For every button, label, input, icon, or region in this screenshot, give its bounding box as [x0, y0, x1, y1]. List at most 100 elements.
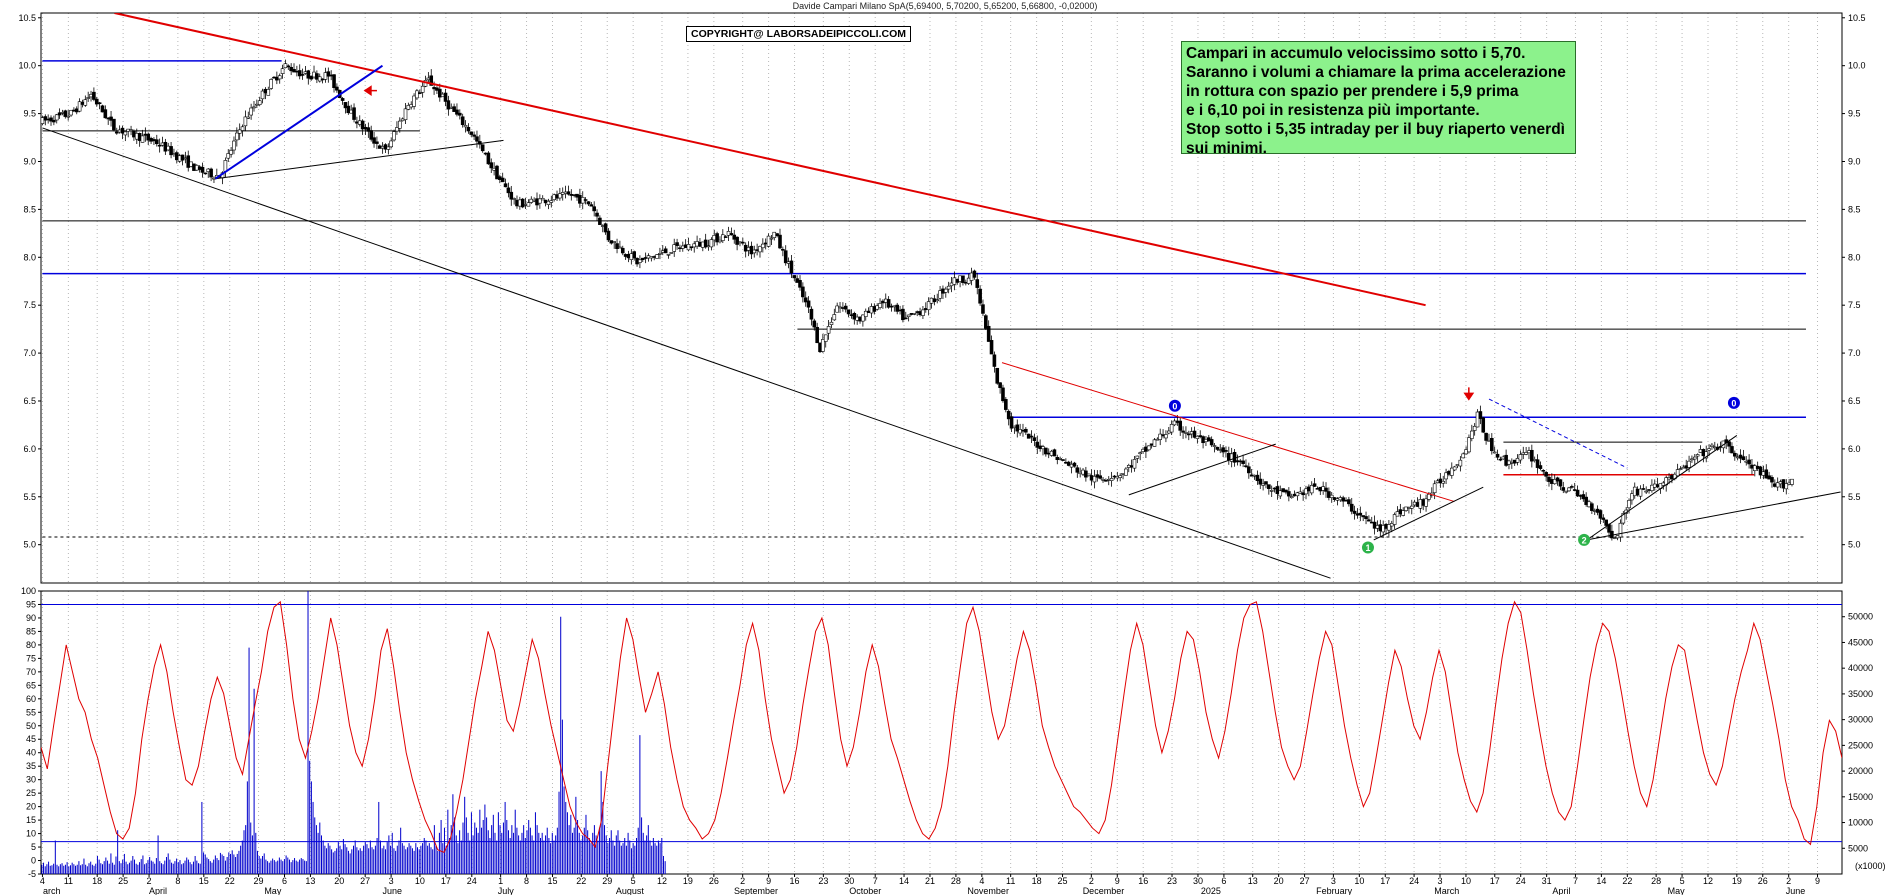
candle-body [1387, 524, 1391, 531]
candle-body [1470, 430, 1474, 439]
chart-frame [40, 12, 1843, 875]
x-tick-label: 10 [415, 876, 425, 886]
x-tick-label: 28 [951, 876, 961, 886]
candle-body [1215, 446, 1220, 450]
candle-body [392, 131, 396, 141]
candle-body [1632, 486, 1637, 497]
candle-body [546, 200, 551, 205]
marker-circle [1168, 399, 1181, 412]
candle-body [1244, 465, 1248, 468]
candle-body [506, 187, 511, 194]
candle-body [1141, 448, 1145, 452]
candle-body [1229, 453, 1234, 462]
candle-body [1161, 434, 1165, 437]
candle-body [235, 132, 239, 141]
month-label: November [967, 886, 1009, 895]
candle-body [1021, 429, 1025, 432]
candle-body [1741, 456, 1746, 461]
candle-body [389, 140, 394, 148]
candle-body [1235, 460, 1240, 463]
candle-body [1733, 452, 1737, 457]
candle-body [1164, 434, 1168, 439]
candle-body [1172, 420, 1177, 426]
candle-body [146, 133, 151, 141]
candle-body [1432, 483, 1437, 494]
y-tick-label: 40000 [1848, 663, 1873, 673]
candle-body [1670, 475, 1674, 480]
candle-body [1098, 475, 1102, 479]
candle-body [1518, 454, 1523, 461]
candle-body [1618, 522, 1623, 538]
candle-body [1492, 451, 1497, 454]
candle-body [583, 199, 588, 201]
candle-body [1086, 473, 1091, 477]
candle-body [1758, 466, 1763, 476]
candle-body [792, 275, 797, 279]
candle-body [1124, 468, 1128, 476]
candle-body [566, 191, 571, 195]
month-label: August [616, 886, 645, 895]
x-tick-label: 5 [631, 876, 636, 886]
y-tick-label: -5 [28, 869, 36, 879]
candle-body [1009, 416, 1014, 429]
candle-body [1635, 488, 1640, 496]
candle-body [360, 120, 365, 130]
candle-body [157, 144, 162, 147]
candle-body [1295, 492, 1300, 497]
x-tick-label: 15 [199, 876, 209, 886]
candle-body [175, 152, 179, 161]
candle-body [1041, 446, 1045, 450]
candle-body [1138, 452, 1142, 455]
candle-body [738, 241, 742, 244]
candle-body [1278, 490, 1283, 497]
y-tick-label: 0 [31, 856, 36, 866]
candle-body [1309, 485, 1314, 494]
candle-body [1552, 479, 1557, 485]
candle-body [806, 300, 811, 308]
candle-body [86, 97, 90, 99]
candle-body [540, 197, 545, 201]
volume-y-axis: 50000 45000 40000 35000 30000 25000 20000 15000… [1842, 612, 1873, 853]
candle-body [1675, 469, 1680, 477]
candle-body [1581, 494, 1586, 500]
candle-body [1046, 452, 1051, 455]
candle-body [489, 162, 494, 169]
x-tick-label: 15 [547, 876, 557, 886]
candle-body [106, 117, 110, 120]
candle-body [1092, 475, 1097, 483]
candle-body [1121, 473, 1125, 475]
annotation-line: e i 6,10 poi in resistenza più important… [1186, 102, 1480, 119]
candle-body [1421, 499, 1426, 506]
candle-body [706, 245, 711, 248]
y-tick-label: 10000 [1848, 818, 1873, 828]
candle-body [635, 257, 639, 265]
candle-body [938, 290, 942, 299]
candle-body [1369, 521, 1374, 524]
x-tick-label: 10 [1354, 876, 1364, 886]
candle-body [269, 79, 273, 89]
y-tick-label: 8.0 [23, 252, 36, 262]
candle-body [1409, 505, 1414, 509]
x-tick-label: 20 [1274, 876, 1284, 886]
y-tick-label: 9.0 [23, 156, 36, 166]
candle-body [466, 127, 471, 132]
candle-body [1126, 465, 1131, 468]
trend-line [214, 64, 384, 180]
marker-label: 1 [1365, 543, 1370, 553]
candle-body [1590, 503, 1594, 511]
trend-line [215, 139, 504, 180]
candle-body [1761, 471, 1766, 476]
candle-body [1018, 429, 1022, 434]
y-tick-label: 5.5 [23, 492, 36, 502]
candle-body [140, 135, 145, 143]
y-tick-label: 85 [26, 626, 36, 636]
candle-body [1449, 467, 1454, 476]
candle-body [1304, 488, 1308, 495]
candle-body [1135, 455, 1140, 459]
candle-body [1472, 425, 1477, 431]
marker-circle [1578, 533, 1591, 546]
candle-body [1066, 461, 1071, 466]
candle-body [409, 104, 414, 108]
candle-body [1395, 511, 1400, 517]
candle-body [1498, 458, 1503, 461]
